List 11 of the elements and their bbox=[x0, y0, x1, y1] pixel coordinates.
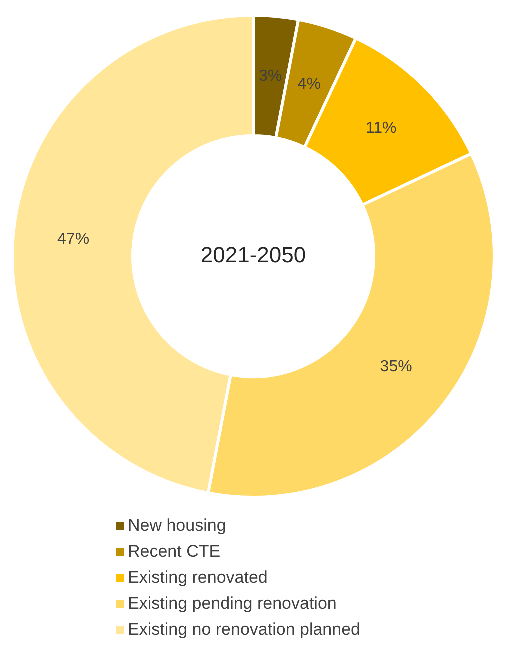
legend-label: New housing bbox=[128, 516, 226, 536]
legend-label: Recent CTE bbox=[128, 542, 221, 562]
data-label: 3% bbox=[258, 68, 282, 85]
legend-label: Existing no renovation planned bbox=[128, 620, 360, 640]
data-label: 4% bbox=[298, 76, 321, 94]
data-label: 47% bbox=[58, 230, 90, 248]
data-label: 11% bbox=[366, 120, 397, 138]
text: 2021-2050 bbox=[200, 242, 306, 268]
data-label: 35% bbox=[380, 358, 412, 376]
legend-label: Existing pending renovation bbox=[128, 594, 337, 614]
legend-label: Existing renovated bbox=[128, 568, 268, 588]
